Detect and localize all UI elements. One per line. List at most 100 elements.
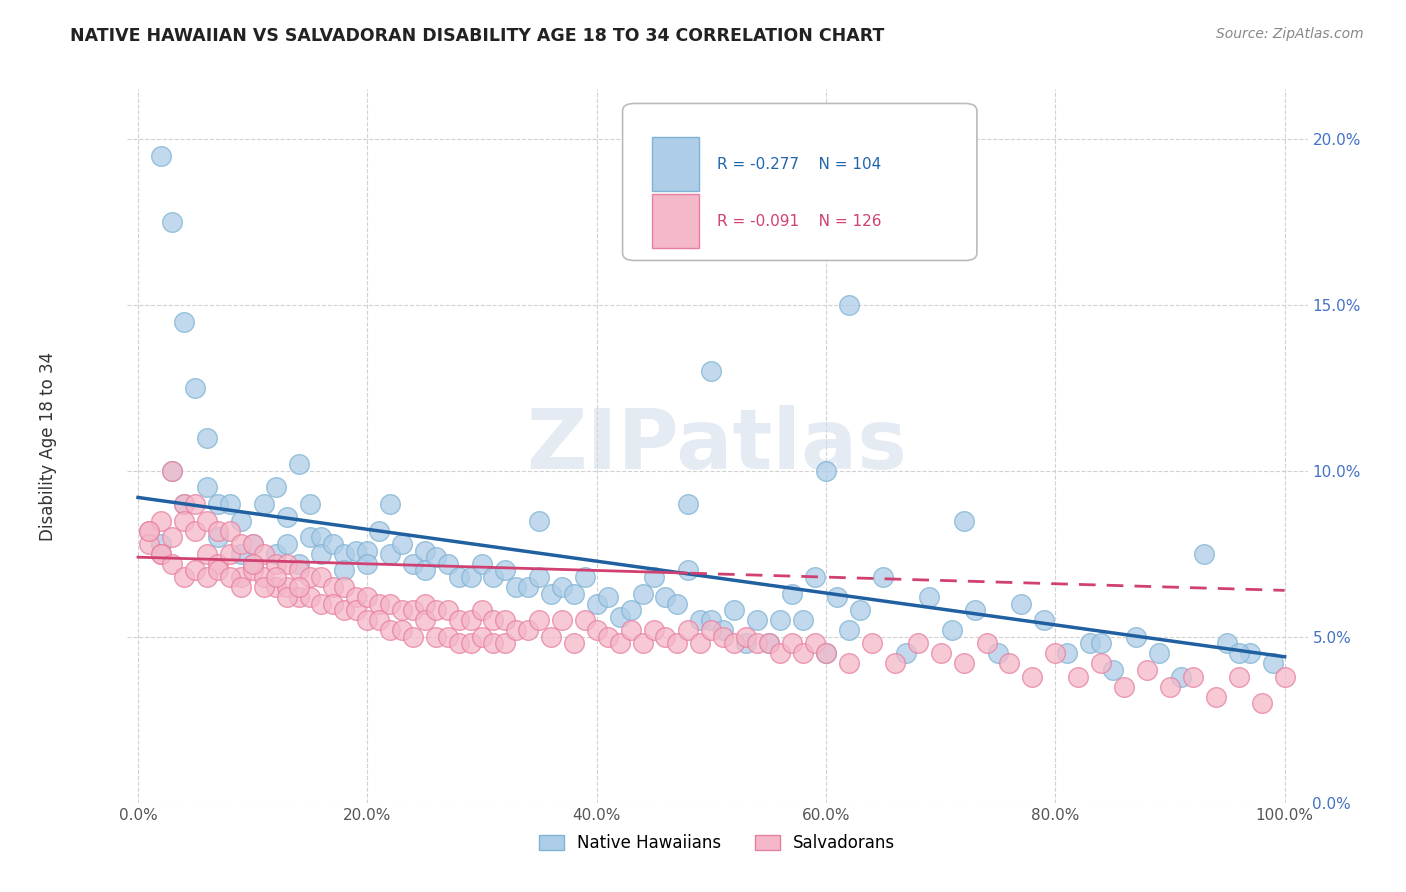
Text: Source: ZipAtlas.com: Source: ZipAtlas.com bbox=[1216, 27, 1364, 41]
Native Hawaiians bbox=[643, 570, 665, 584]
Salvadorans bbox=[883, 657, 905, 671]
Salvadorans bbox=[482, 613, 505, 627]
Salvadorans bbox=[173, 514, 195, 528]
Salvadorans bbox=[138, 537, 160, 551]
Native Hawaiians bbox=[276, 537, 298, 551]
Native Hawaiians bbox=[356, 557, 378, 571]
Salvadorans bbox=[643, 624, 665, 638]
Native Hawaiians bbox=[149, 537, 172, 551]
Salvadorans bbox=[287, 580, 309, 594]
Native Hawaiians bbox=[287, 457, 309, 471]
Salvadorans bbox=[149, 547, 172, 561]
Salvadorans bbox=[1136, 663, 1159, 677]
Native Hawaiians bbox=[1090, 636, 1112, 650]
Salvadorans bbox=[609, 636, 631, 650]
Salvadorans bbox=[1274, 670, 1296, 684]
Native Hawaiians bbox=[298, 497, 321, 511]
Salvadorans bbox=[529, 613, 551, 627]
Native Hawaiians bbox=[413, 564, 436, 578]
FancyBboxPatch shape bbox=[623, 103, 977, 260]
Salvadorans bbox=[218, 570, 240, 584]
Salvadorans bbox=[471, 603, 494, 617]
Salvadorans bbox=[184, 564, 207, 578]
Salvadorans bbox=[218, 547, 240, 561]
Salvadorans bbox=[860, 636, 883, 650]
Native Hawaiians bbox=[1227, 647, 1250, 661]
Salvadorans bbox=[1045, 647, 1067, 661]
Native Hawaiians bbox=[678, 564, 700, 578]
Salvadorans bbox=[814, 647, 837, 661]
Native Hawaiians bbox=[689, 613, 711, 627]
Salvadorans bbox=[1205, 690, 1227, 704]
Native Hawaiians bbox=[311, 547, 333, 561]
Native Hawaiians bbox=[1239, 647, 1261, 661]
Native Hawaiians bbox=[195, 481, 218, 495]
Salvadorans bbox=[207, 524, 229, 538]
Native Hawaiians bbox=[231, 514, 253, 528]
Salvadorans bbox=[436, 630, 458, 644]
Salvadorans bbox=[425, 630, 447, 644]
Salvadorans bbox=[505, 624, 527, 638]
Salvadorans bbox=[907, 636, 929, 650]
Salvadorans bbox=[264, 580, 287, 594]
Native Hawaiians bbox=[700, 364, 723, 378]
Salvadorans bbox=[311, 570, 333, 584]
Salvadorans bbox=[1114, 680, 1136, 694]
Salvadorans bbox=[665, 636, 688, 650]
Text: R = -0.091    N = 126: R = -0.091 N = 126 bbox=[717, 214, 882, 228]
Salvadorans bbox=[367, 613, 389, 627]
Salvadorans bbox=[654, 630, 676, 644]
Native Hawaiians bbox=[333, 547, 356, 561]
Salvadorans bbox=[1250, 696, 1272, 710]
Native Hawaiians bbox=[173, 314, 195, 328]
Native Hawaiians bbox=[1032, 613, 1054, 627]
Native Hawaiians bbox=[896, 647, 918, 661]
Salvadorans bbox=[195, 547, 218, 561]
Salvadorans bbox=[367, 597, 389, 611]
Native Hawaiians bbox=[253, 497, 276, 511]
Native Hawaiians bbox=[231, 547, 253, 561]
Salvadorans bbox=[344, 603, 367, 617]
Salvadorans bbox=[494, 613, 516, 627]
Native Hawaiians bbox=[1010, 597, 1032, 611]
Salvadorans bbox=[620, 624, 643, 638]
Salvadorans bbox=[391, 624, 413, 638]
Native Hawaiians bbox=[264, 481, 287, 495]
Native Hawaiians bbox=[298, 530, 321, 544]
Native Hawaiians bbox=[218, 497, 240, 511]
Native Hawaiians bbox=[551, 580, 574, 594]
Native Hawaiians bbox=[322, 537, 344, 551]
Salvadorans bbox=[631, 636, 654, 650]
Salvadorans bbox=[253, 580, 276, 594]
Native Hawaiians bbox=[941, 624, 963, 638]
Salvadorans bbox=[242, 537, 264, 551]
Native Hawaiians bbox=[711, 624, 734, 638]
Salvadorans bbox=[253, 570, 276, 584]
Salvadorans bbox=[402, 603, 425, 617]
Salvadorans bbox=[1181, 670, 1204, 684]
Salvadorans bbox=[1090, 657, 1112, 671]
Salvadorans bbox=[356, 613, 378, 627]
Native Hawaiians bbox=[1194, 547, 1216, 561]
Native Hawaiians bbox=[1125, 630, 1147, 644]
Salvadorans bbox=[460, 613, 482, 627]
Text: NATIVE HAWAIIAN VS SALVADORAN DISABILITY AGE 18 TO 34 CORRELATION CHART: NATIVE HAWAIIAN VS SALVADORAN DISABILITY… bbox=[70, 27, 884, 45]
Salvadorans bbox=[380, 597, 402, 611]
Native Hawaiians bbox=[402, 557, 425, 571]
Salvadorans bbox=[184, 497, 207, 511]
Salvadorans bbox=[162, 530, 184, 544]
Salvadorans bbox=[700, 624, 723, 638]
Salvadorans bbox=[1021, 670, 1043, 684]
Salvadorans bbox=[952, 657, 974, 671]
Salvadorans bbox=[976, 636, 998, 650]
Native Hawaiians bbox=[1056, 647, 1078, 661]
Salvadorans bbox=[333, 603, 356, 617]
Native Hawaiians bbox=[849, 603, 872, 617]
Salvadorans bbox=[803, 636, 825, 650]
Salvadorans bbox=[149, 547, 172, 561]
Native Hawaiians bbox=[814, 464, 837, 478]
Native Hawaiians bbox=[149, 148, 172, 162]
Salvadorans bbox=[138, 524, 160, 538]
Native Hawaiians bbox=[184, 381, 207, 395]
Native Hawaiians bbox=[585, 597, 607, 611]
